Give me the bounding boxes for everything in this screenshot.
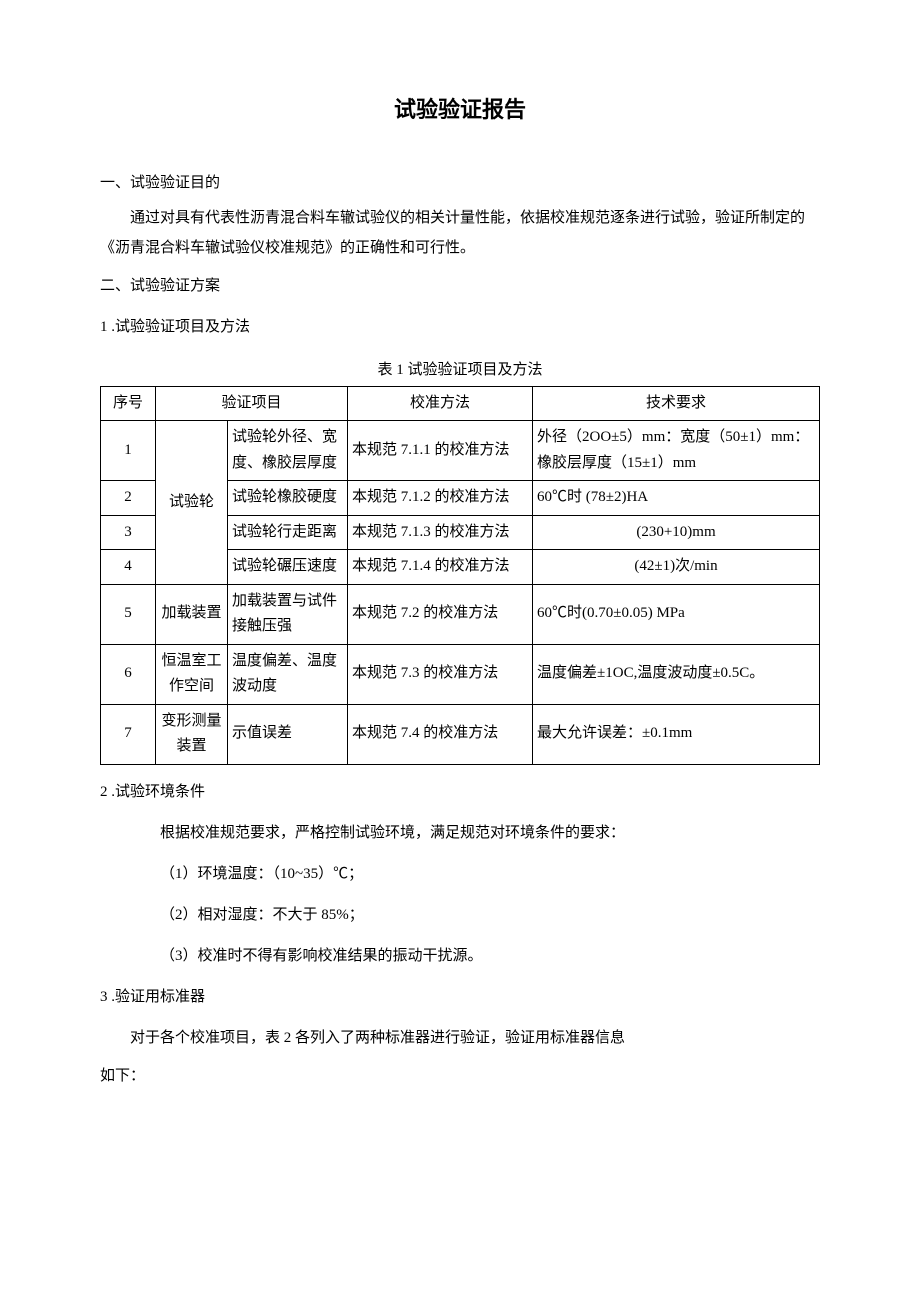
cell-item: 试验轮碾压速度: [228, 550, 348, 585]
cell-seq: 2: [101, 481, 156, 516]
cell-method: 本规范 7.1.2 的校准方法: [348, 481, 533, 516]
th-item: 验证项目: [156, 386, 348, 421]
sub3-trailing: 如下：: [100, 1063, 820, 1090]
table-row: 5 加载装置 加载装置与试件接触压强 本规范 7.2 的校准方法 60℃时(0.…: [101, 584, 820, 644]
table1-caption: 表 1 试验验证项目及方法: [100, 357, 820, 384]
table-row: 1 试验轮 试验轮外径、宽度、橡胶层厚度 本规范 7.1.1 的校准方法 外径（…: [101, 421, 820, 481]
cell-item: 试验轮橡胶硬度: [228, 481, 348, 516]
th-seq: 序号: [101, 386, 156, 421]
section1-heading: 一、试验验证目的: [100, 170, 820, 197]
cell-category: 恒温室工作空间: [156, 644, 228, 704]
cell-method: 本规范 7.1.3 的校准方法: [348, 515, 533, 550]
cell-method: 本规范 7.1.1 的校准方法: [348, 421, 533, 481]
cell-req: 最大允许误差：±0.1mm: [533, 704, 820, 764]
cell-req: 60℃时(0.70±0.05) MPa: [533, 584, 820, 644]
sub2-item1: （1）环境温度：（10~35）℃；: [100, 861, 820, 888]
sub3-paragraph: 对于各个校准项目，表 2 各列入了两种标准器进行验证，验证用标准器信息: [100, 1023, 820, 1053]
cell-item: 示值误差: [228, 704, 348, 764]
th-method: 校准方法: [348, 386, 533, 421]
cell-req: 温度偏差±1OC,温度波动度±0.5C。: [533, 644, 820, 704]
cell-seq: 1: [101, 421, 156, 481]
cell-item: 试验轮外径、宽度、橡胶层厚度: [228, 421, 348, 481]
cell-item: 试验轮行走距离: [228, 515, 348, 550]
cell-seq: 4: [101, 550, 156, 585]
cell-seq: 7: [101, 704, 156, 764]
cell-req: (42±1)次/min: [533, 550, 820, 585]
cell-method: 本规范 7.1.4 的校准方法: [348, 550, 533, 585]
cell-category: 试验轮: [156, 421, 228, 585]
cell-item: 温度偏差、温度波动度: [228, 644, 348, 704]
cell-category: 加载装置: [156, 584, 228, 644]
th-req: 技术要求: [533, 386, 820, 421]
table-row: 6 恒温室工作空间 温度偏差、温度波动度 本规范 7.3 的校准方法 温度偏差±…: [101, 644, 820, 704]
cell-seq: 3: [101, 515, 156, 550]
cell-method: 本规范 7.3 的校准方法: [348, 644, 533, 704]
table-header-row: 序号 验证项目 校准方法 技术要求: [101, 386, 820, 421]
sub3-heading: 3 .验证用标准器: [100, 984, 820, 1011]
cell-category: 变形测量装置: [156, 704, 228, 764]
cell-req: 外径（2OO±5）mm：宽度（50±1）mm：橡胶层厚度（15±1）mm: [533, 421, 820, 481]
cell-method: 本规范 7.2 的校准方法: [348, 584, 533, 644]
cell-req: 60℃时 (78±2)HA: [533, 481, 820, 516]
sub2-heading: 2 .试验环境条件: [100, 779, 820, 806]
sub1-heading: 1 .试验验证项目及方法: [100, 314, 820, 341]
sub2-item2: （2）相对湿度：不大于 85%；: [100, 902, 820, 929]
sub2-item3: （3）校准时不得有影响校准结果的振动干扰源。: [100, 943, 820, 970]
section1-paragraph: 通过对具有代表性沥青混合料车辙试验仪的相关计量性能，依据校准规范逐条进行试验，验…: [100, 203, 820, 263]
section2-heading: 二、试验验证方案: [100, 273, 820, 300]
page-title: 试验验证报告: [100, 90, 820, 130]
cell-method: 本规范 7.4 的校准方法: [348, 704, 533, 764]
cell-seq: 5: [101, 584, 156, 644]
sub2-intro: 根据校准规范要求，严格控制试验环境，满足规范对环境条件的要求：: [100, 820, 820, 847]
cell-item: 加载装置与试件接触压强: [228, 584, 348, 644]
cell-req: (230+10)mm: [533, 515, 820, 550]
table-row: 7 变形测量装置 示值误差 本规范 7.4 的校准方法 最大允许误差：±0.1m…: [101, 704, 820, 764]
cell-seq: 6: [101, 644, 156, 704]
table1: 序号 验证项目 校准方法 技术要求 1 试验轮 试验轮外径、宽度、橡胶层厚度 本…: [100, 386, 820, 765]
